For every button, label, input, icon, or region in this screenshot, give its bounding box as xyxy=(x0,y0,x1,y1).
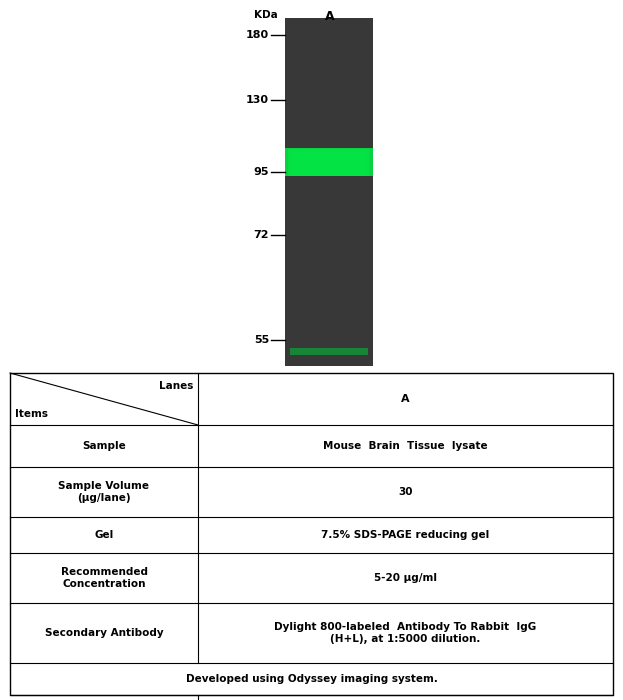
Bar xyxy=(288,149,370,176)
Text: Secondary Antibody: Secondary Antibody xyxy=(45,628,163,638)
Text: 72: 72 xyxy=(254,230,269,240)
Bar xyxy=(285,18,373,366)
Bar xyxy=(290,348,368,355)
Text: Gel: Gel xyxy=(94,530,113,540)
Text: 55: 55 xyxy=(254,335,269,345)
Text: 7.5% SDS-PAGE reducing gel: 7.5% SDS-PAGE reducing gel xyxy=(321,530,490,540)
Text: Items: Items xyxy=(15,409,48,419)
Text: KDa: KDa xyxy=(254,10,278,20)
Text: Sample Volume
(μg/lane): Sample Volume (μg/lane) xyxy=(59,481,150,503)
Bar xyxy=(293,152,365,176)
Text: Developed using Odyssey imaging system.: Developed using Odyssey imaging system. xyxy=(186,674,437,684)
Text: 130: 130 xyxy=(246,95,269,105)
Text: Sample: Sample xyxy=(82,441,126,451)
Text: Recommended
Concentration: Recommended Concentration xyxy=(60,567,148,589)
Text: 5-20 μg/ml: 5-20 μg/ml xyxy=(374,573,437,583)
Text: 30: 30 xyxy=(398,487,413,497)
Text: Dylight 800-labeled  Antibody To Rabbit  IgG
(H+L), at 1:5000 dilution.: Dylight 800-labeled Antibody To Rabbit I… xyxy=(274,622,536,644)
Bar xyxy=(10,373,613,695)
Text: Mouse  Brain  Tissue  lysate: Mouse Brain Tissue lysate xyxy=(323,441,488,451)
Text: 180: 180 xyxy=(246,30,269,40)
Text: A: A xyxy=(325,10,335,23)
Text: Lanes: Lanes xyxy=(159,381,193,391)
Text: 95: 95 xyxy=(254,167,269,177)
Bar xyxy=(290,150,368,176)
Bar xyxy=(285,148,373,176)
Text: A: A xyxy=(401,394,410,404)
